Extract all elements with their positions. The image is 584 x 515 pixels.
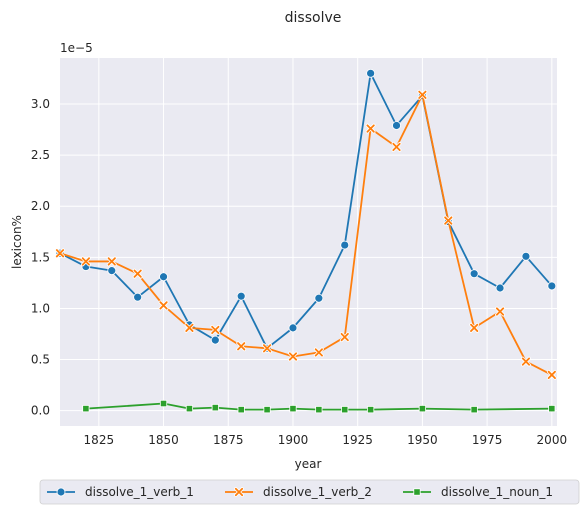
- y-tick-label: 0.0: [31, 404, 50, 418]
- legend-swatch-marker: [234, 487, 244, 497]
- legend-entries: dissolve_1_verb_1 dissolve_1_verb_2 dissol…: [47, 485, 553, 499]
- legend-entry-dissolve_1_verb_1: dissolve_1_verb_1: [47, 485, 194, 499]
- data-point-dissolve_1_verb_2: [469, 322, 480, 333]
- data-point-dissolve_1_verb_1: [236, 291, 246, 301]
- data-point-dissolve_1_noun_1: [82, 405, 90, 413]
- grid-lines: [60, 58, 557, 426]
- chart-title: dissolve: [285, 10, 342, 26]
- legend-label: dissolve_1_verb_1: [85, 485, 194, 499]
- data-point-dissolve_1_verb_2: [495, 306, 505, 317]
- data-point-dissolve_1_verb_2: [106, 256, 117, 267]
- x-axis-ticks: 1825 1850 1875 1900 1925 1950 1975 2000: [84, 433, 568, 447]
- data-point-dissolve_1_noun_1: [159, 399, 168, 408]
- y-tick-label: 1.0: [31, 301, 50, 315]
- y-offset-label: 1e−5: [60, 41, 93, 55]
- data-point-dissolve_1_verb_2: [80, 256, 91, 267]
- data-point-dissolve_1_verb_1: [288, 323, 298, 333]
- data-point-dissolve_1_verb_1: [495, 283, 505, 293]
- data-point-dissolve_1_verb_1: [133, 292, 143, 302]
- data-point-dissolve_1_verb_2: [339, 332, 350, 342]
- data-point-dissolve_1_verb_2: [417, 89, 428, 100]
- series-dissolve_1_verb_2: [55, 89, 557, 380]
- data-point-dissolve_1_noun_1: [263, 406, 271, 414]
- data-point-dissolve_1_noun_1: [185, 405, 194, 413]
- y-tick-label: 3.0: [31, 97, 50, 111]
- data-point-dissolve_1_noun_1: [341, 406, 349, 414]
- data-point-dissolve_1_noun_1: [315, 406, 323, 414]
- data-point-dissolve_1_verb_2: [391, 142, 402, 152]
- x-tick-label: 1900: [278, 433, 309, 447]
- data-point-dissolve_1_verb_2: [236, 341, 247, 352]
- y-axis-ticks: 0.0 0.5 1.0 1.5 2.0 2.5 3.0: [31, 97, 50, 418]
- data-point-dissolve_1_verb_2: [313, 347, 324, 358]
- data-point-dissolve_1_verb_1: [392, 121, 401, 130]
- data-point-dissolve_1_verb_1: [210, 335, 220, 345]
- data-point-dissolve_1_verb_2: [546, 369, 557, 380]
- series-line-dissolve_1_verb_1: [59, 72, 553, 350]
- data-point-dissolve_1_noun_1: [418, 405, 426, 413]
- legend-label: dissolve_1_noun_1: [441, 485, 553, 499]
- x-tick-label: 1875: [213, 433, 244, 447]
- x-tick-label: 1975: [472, 433, 503, 447]
- data-point-dissolve_1_noun_1: [548, 405, 556, 413]
- data-point-dissolve_1_verb_2: [443, 215, 454, 226]
- x-axis-label: year: [295, 457, 322, 471]
- y-axis-label: lexicon%: [10, 215, 24, 269]
- data-point-dissolve_1_verb_2: [210, 325, 221, 335]
- data-point-dissolve_1_verb_2: [288, 351, 298, 362]
- legend-swatch-marker: [56, 487, 66, 497]
- data-point-dissolve_1_verb_2: [132, 268, 143, 279]
- x-tick-label: 1850: [148, 433, 179, 447]
- data-point-dissolve_1_verb_1: [521, 251, 531, 261]
- data-point-dissolve_1_verb_1: [547, 281, 557, 291]
- data-point-dissolve_1_verb_2: [158, 300, 169, 311]
- x-tick-label: 1950: [407, 433, 438, 447]
- legend-label: dissolve_1_verb_2: [263, 485, 372, 499]
- x-tick-label: 1825: [84, 433, 115, 447]
- data-point-dissolve_1_verb_1: [107, 266, 117, 276]
- data-point-dissolve_1_verb_1: [366, 68, 376, 78]
- series-group: [55, 68, 557, 414]
- data-point-dissolve_1_verb_2: [521, 356, 531, 367]
- legend-entry-dissolve_1_verb_2: dissolve_1_verb_2: [225, 485, 372, 499]
- data-point-dissolve_1_noun_1: [289, 405, 297, 413]
- y-tick-label: 2.5: [31, 148, 50, 162]
- data-point-dissolve_1_noun_1: [367, 406, 375, 414]
- y-tick-label: 0.5: [31, 353, 50, 367]
- series-dissolve_1_noun_1: [82, 399, 556, 414]
- data-point-dissolve_1_verb_1: [159, 272, 168, 282]
- data-point-dissolve_1_noun_1: [470, 406, 478, 414]
- legend: dissolve_1_verb_1 dissolve_1_verb_2 dissol…: [39, 479, 580, 505]
- data-point-dissolve_1_noun_1: [237, 406, 245, 414]
- plot-area: [60, 58, 557, 426]
- legend-swatch-marker: [413, 488, 421, 496]
- data-point-dissolve_1_verb_2: [184, 322, 195, 333]
- series-dissolve_1_verb_1: [55, 68, 557, 353]
- data-point-dissolve_1_verb_2: [365, 123, 376, 134]
- data-point-dissolve_1_verb_1: [469, 269, 479, 279]
- data-point-dissolve_1_verb_2: [262, 343, 272, 354]
- y-tick-label: 1.5: [31, 250, 50, 264]
- series-line-dissolve_1_verb_2: [59, 93, 553, 376]
- legend-frame: [39, 479, 580, 505]
- y-tick-label: 2.0: [31, 199, 50, 213]
- data-point-dissolve_1_verb_2: [55, 248, 65, 259]
- data-point-dissolve_1_noun_1: [211, 403, 219, 412]
- legend-entry-dissolve_1_noun_1: dissolve_1_noun_1: [403, 485, 553, 499]
- x-tick-label: 2000: [537, 433, 568, 447]
- x-tick-label: 1925: [342, 433, 373, 447]
- data-point-dissolve_1_verb_1: [314, 293, 324, 303]
- data-point-dissolve_1_verb_1: [340, 240, 350, 250]
